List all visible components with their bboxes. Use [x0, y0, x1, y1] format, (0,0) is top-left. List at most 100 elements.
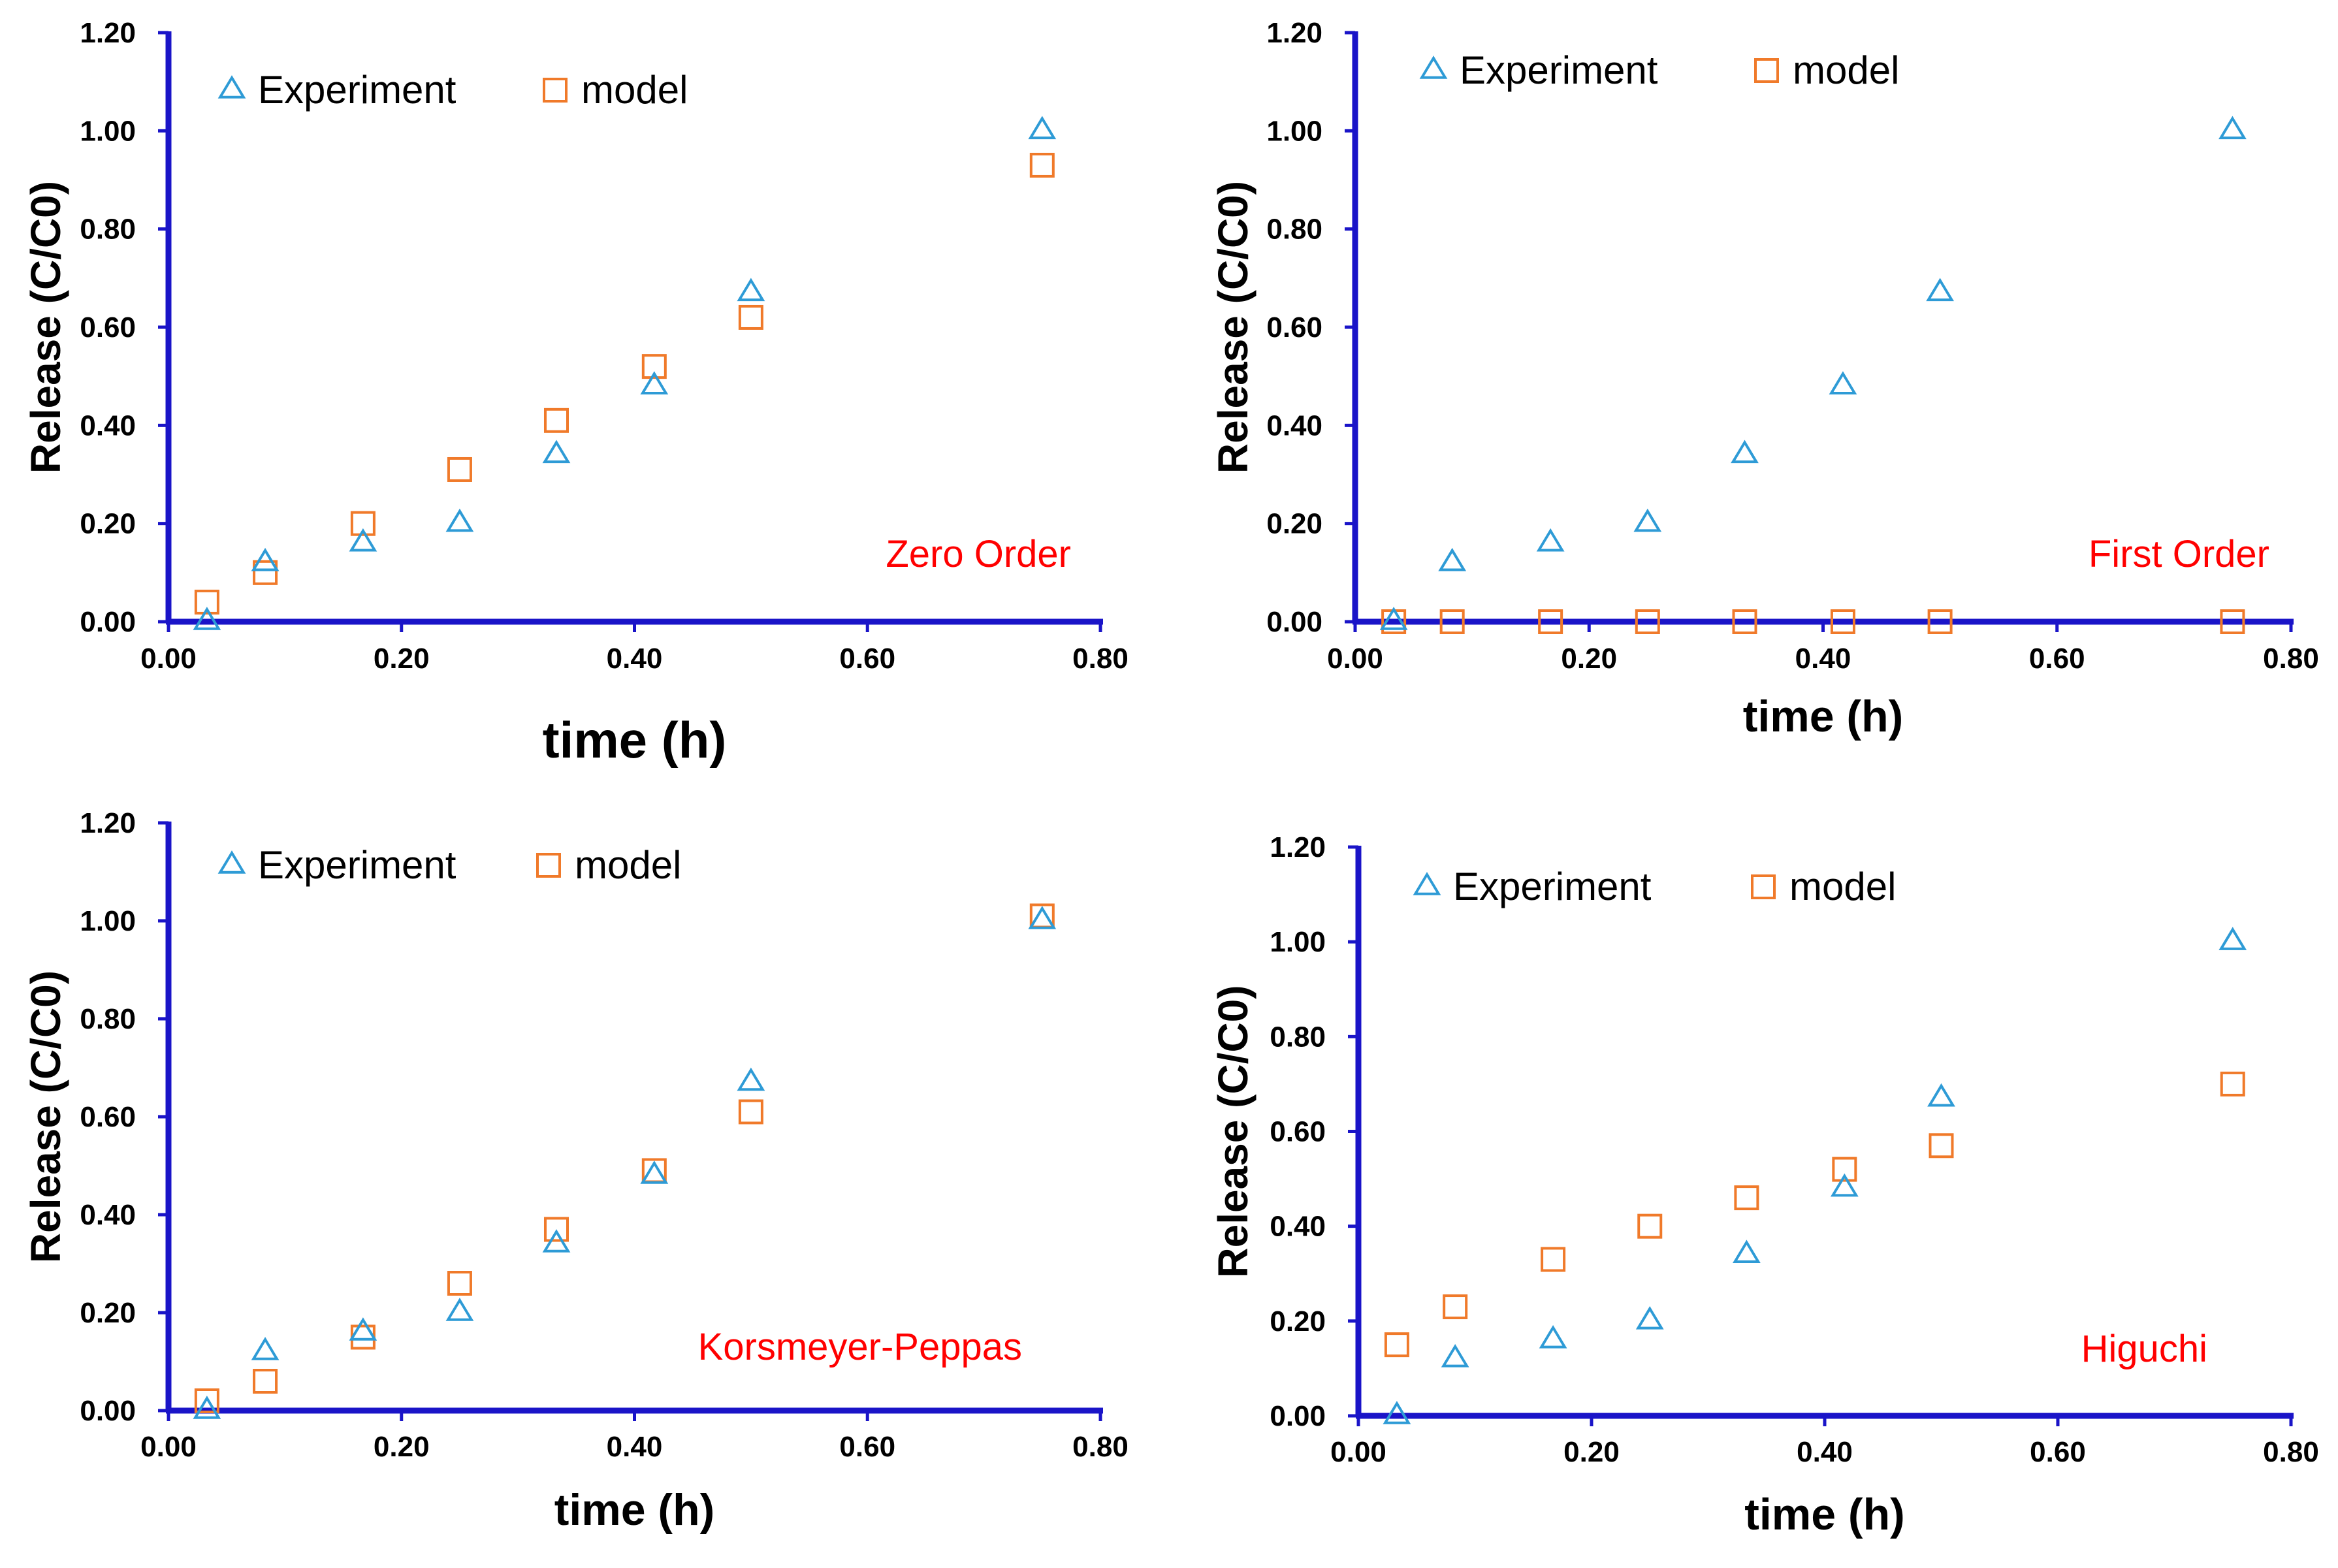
legend: Experiment model — [217, 68, 688, 112]
y-tick-label: 0.80 — [1270, 1021, 1326, 1053]
experiment-point — [251, 1337, 280, 1360]
legend-experiment-label: Experiment — [1453, 865, 1652, 908]
y-tick-label: 0.20 — [80, 1297, 136, 1329]
y-tick-label: 0.00 — [1266, 606, 1322, 638]
y-tick-label: 0.40 — [1270, 1211, 1326, 1243]
model-point — [447, 1271, 472, 1296]
model-name-annotation: Korsmeyer-Peppas — [698, 1326, 1022, 1368]
chart-4: 0.00 0.20 0.40 0.60 0.80 1.00 1.20 0.00 0.20 0.40… — [1209, 831, 2319, 1539]
y-tick-label: 1.20 — [80, 17, 136, 49]
x-tick-label: 0.20 — [374, 643, 430, 675]
y-axis-title: Release (C/C0) — [1209, 181, 1257, 473]
legend-experiment-label: Experiment — [1460, 48, 1658, 92]
experiment-point — [1830, 1173, 1859, 1197]
x-tick-label: 0.40 — [607, 1431, 663, 1463]
y-tick-label: 1.00 — [80, 905, 136, 937]
legend-triangle-icon — [1413, 872, 1441, 895]
x-tick-label: 0.00 — [1327, 643, 1383, 675]
x-tick-label: 0.60 — [839, 643, 895, 675]
legend-square-icon — [1751, 874, 1776, 899]
legend-model-label: model — [575, 843, 681, 887]
model-name-annotation: Higuchi — [2081, 1328, 2207, 1370]
model-name-annotation: First Order — [2089, 533, 2269, 575]
experiment-point — [2218, 116, 2247, 140]
legend-square-icon — [543, 78, 568, 103]
x-tick-label: 0.00 — [1330, 1436, 1386, 1468]
model-point — [447, 456, 472, 482]
experiment-point — [1438, 547, 1467, 571]
experiment-point — [1829, 371, 1857, 394]
x-tick-label: 0.40 — [1797, 1436, 1853, 1468]
model-point — [350, 1324, 376, 1350]
model-point — [194, 1388, 219, 1413]
legend-model-label: model — [581, 68, 688, 112]
legend: Experiment model — [217, 843, 681, 887]
y-tick-label: 0.80 — [80, 214, 136, 246]
legend: Experiment model — [1419, 48, 1899, 92]
model-point — [738, 1099, 763, 1125]
experiment-point — [1028, 906, 1057, 929]
y-tick-label: 0.60 — [80, 312, 136, 344]
legend-triangle-icon — [1419, 56, 1448, 79]
legend-experiment-label: Experiment — [258, 68, 456, 112]
experiment-point — [1731, 440, 1759, 464]
model-point — [1443, 1294, 1468, 1320]
experiment-point — [640, 1160, 669, 1184]
y-tick-label: 0.60 — [80, 1101, 136, 1133]
y-tick-label: 0.60 — [1270, 1116, 1326, 1148]
x-axis-title: time (h) — [1744, 1490, 1905, 1539]
y-tick-label: 0.80 — [1266, 214, 1322, 246]
model-point — [194, 589, 219, 615]
model-point — [1732, 609, 1757, 634]
chart-2: 0.00 0.20 0.40 0.60 0.80 1.00 1.20 0.00 0.20 0.40… — [1209, 17, 2319, 741]
experiment-point — [349, 1317, 377, 1341]
y-tick-label: 0.00 — [80, 606, 136, 638]
model-point — [1637, 1213, 1663, 1239]
y-tick-label: 0.00 — [80, 1395, 136, 1427]
y-tick-label: 0.40 — [1266, 409, 1322, 441]
y-tick-label: 0.20 — [1266, 508, 1322, 540]
experiment-point — [2218, 927, 2247, 950]
x-tick-label: 0.80 — [1072, 1431, 1129, 1463]
experiment-point — [737, 1067, 765, 1091]
x-tick-label: 0.80 — [2263, 1436, 2319, 1468]
model-point — [1384, 1332, 1409, 1358]
legend-triangle-icon — [217, 75, 246, 99]
x-tick-label: 0.40 — [607, 643, 663, 675]
experiment-point — [349, 528, 377, 552]
experiment-point — [1733, 1240, 1761, 1263]
x-axis-title: time (h) — [554, 1485, 715, 1535]
y-tick-label: 1.00 — [1270, 926, 1326, 958]
model-point — [253, 560, 278, 585]
x-axis-title: time (h) — [1743, 692, 1904, 741]
experiment-point — [542, 440, 571, 464]
x-tick-label: 0.60 — [2029, 643, 2085, 675]
y-tick-label: 0.20 — [80, 508, 136, 540]
x-tick-label: 0.60 — [2030, 1436, 2086, 1468]
y-tick-label: 1.00 — [80, 115, 136, 147]
y-tick-label: 0.40 — [80, 1199, 136, 1231]
legend-triangle-icon — [217, 850, 246, 874]
experiment-point — [1926, 278, 1955, 302]
model-point — [738, 304, 763, 330]
experiment-point — [1441, 1344, 1469, 1368]
y-tick-label: 1.20 — [80, 807, 136, 839]
experiment-point — [445, 508, 474, 532]
experiment-point — [1633, 508, 1662, 532]
x-tick-label: 0.00 — [140, 643, 197, 675]
model-point — [1635, 609, 1660, 634]
model-point — [2220, 1071, 2245, 1096]
model-point — [1832, 1157, 1857, 1182]
experiment-point — [1028, 116, 1057, 140]
x-tick-label: 0.20 — [1561, 643, 1617, 675]
model-point — [1927, 609, 1953, 634]
model-point — [1830, 609, 1855, 634]
x-tick-label: 0.60 — [839, 1431, 895, 1463]
x-tick-label: 0.00 — [140, 1431, 197, 1463]
experiment-point — [1539, 1324, 1567, 1349]
experiment-point — [1927, 1083, 1955, 1107]
model-point — [1929, 1133, 1954, 1159]
experiment-point — [193, 607, 221, 630]
legend: Experiment model — [1413, 865, 1896, 908]
